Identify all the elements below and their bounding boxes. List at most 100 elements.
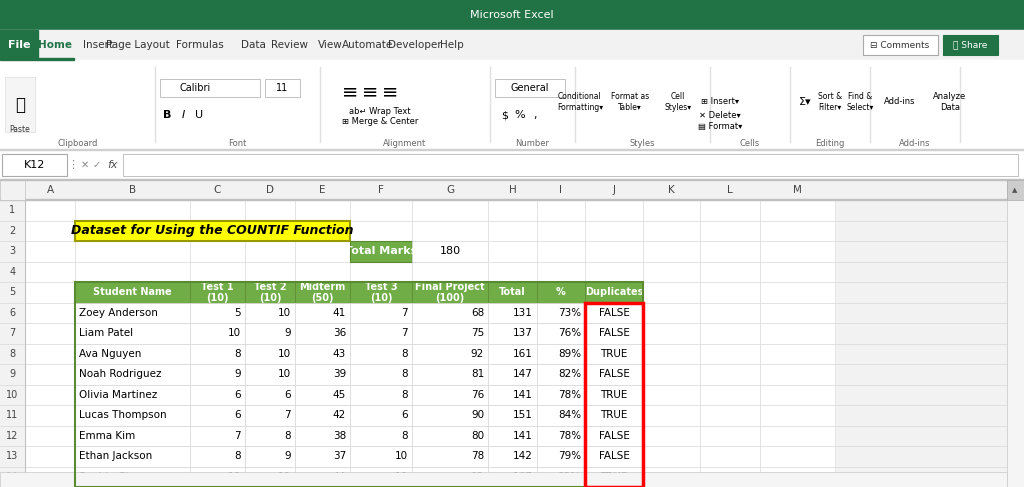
Bar [585,405,643,426]
Text: Ava Nguyen: Ava Nguyen [79,349,141,359]
Bar [0,149,1024,150]
Bar [488,302,537,323]
Text: L: L [727,185,733,195]
Text: TRUE: TRUE [600,349,628,359]
Text: 142: 142 [513,451,534,461]
Bar [412,426,488,446]
Bar [350,364,412,385]
Text: 11: 11 [275,83,288,93]
Text: 90: 90 [471,410,484,420]
Bar [75,282,190,302]
Text: ✓: ✓ [93,160,101,170]
Bar [863,35,938,55]
Text: 75: 75 [471,328,484,338]
Bar [190,282,245,302]
Text: FALSE: FALSE [599,308,630,318]
Bar [537,343,585,364]
Bar [488,385,537,405]
Bar [412,405,488,426]
Text: 78: 78 [471,451,484,461]
Text: Total Marks: Total Marks [345,246,417,256]
Bar [190,385,245,405]
Bar [190,343,245,364]
Bar [75,343,190,364]
Bar [295,282,350,302]
Text: 9: 9 [234,369,241,379]
Text: Test 1
(10): Test 1 (10) [201,282,233,302]
Text: Duplicates: Duplicates [585,287,643,297]
Bar [75,467,190,487]
Text: 10: 10 [395,451,408,461]
Text: Dataset for Using the COUNTIF Function: Dataset for Using the COUNTIF Function [72,224,353,237]
Text: 141: 141 [513,431,534,441]
Bar [412,446,488,467]
Text: TRUE: TRUE [600,472,628,482]
Text: K12: K12 [25,160,46,170]
Text: H: H [509,185,516,195]
Bar [295,426,350,446]
Bar [350,302,412,323]
Text: D: D [266,185,274,195]
Text: ✕: ✕ [81,160,89,170]
Bar [75,364,190,385]
Text: Ethan Jackson: Ethan Jackson [79,451,153,461]
Text: 151: 151 [513,410,534,420]
Text: 147: 147 [513,369,534,379]
Bar [75,221,350,241]
Text: FALSE: FALSE [599,451,630,461]
Text: 38: 38 [333,431,346,441]
Bar [585,426,643,446]
Bar [412,467,488,487]
Bar [295,323,350,343]
Text: 10: 10 [278,349,291,359]
Bar [412,302,488,323]
Text: 167: 167 [513,472,534,482]
Bar [0,180,25,200]
Text: Developer: Developer [388,40,441,50]
Text: View: View [317,40,342,50]
Text: 10: 10 [278,472,291,482]
Bar [0,150,1024,180]
Bar [537,426,585,446]
Text: 93: 93 [471,472,484,482]
Bar [488,364,537,385]
Text: FALSE: FALSE [599,431,630,441]
Text: TRUE: TRUE [600,390,628,400]
Text: 6: 6 [285,390,291,400]
Text: %: % [515,110,525,120]
Text: F: F [378,185,384,195]
Text: M: M [793,185,802,195]
Text: Editing: Editing [815,139,845,149]
Text: 6: 6 [234,410,241,420]
Text: Σ▾: Σ▾ [799,97,811,107]
Text: U: U [195,110,203,120]
Bar [38,58,74,60]
Bar [245,302,295,323]
Text: 8: 8 [401,369,408,379]
Text: ⊞ Insert▾: ⊞ Insert▾ [701,97,739,107]
Text: 6: 6 [234,390,241,400]
Text: 11: 11 [6,410,18,420]
Bar [190,426,245,446]
Text: I: I [559,185,562,195]
Text: 73%: 73% [558,308,581,318]
Bar [943,35,998,55]
Text: Test 3
(10): Test 3 (10) [365,282,397,302]
Text: ▲: ▲ [1013,187,1018,193]
Text: 5: 5 [9,287,15,297]
Text: ≡: ≡ [342,82,358,101]
Text: ⋮: ⋮ [68,160,79,170]
Text: 13: 13 [6,451,18,461]
Bar [412,323,488,343]
Text: 41: 41 [333,308,346,318]
Bar [350,282,412,302]
Bar [0,199,1024,200]
Text: Sort &
Filter▾: Sort & Filter▾ [818,93,842,112]
Text: Clipboard: Clipboard [57,139,98,149]
Text: Data: Data [241,40,265,50]
Bar [537,467,585,487]
Bar [0,180,1024,487]
Text: 2: 2 [9,226,15,236]
Text: 12: 12 [6,431,18,441]
Text: 10: 10 [228,328,241,338]
